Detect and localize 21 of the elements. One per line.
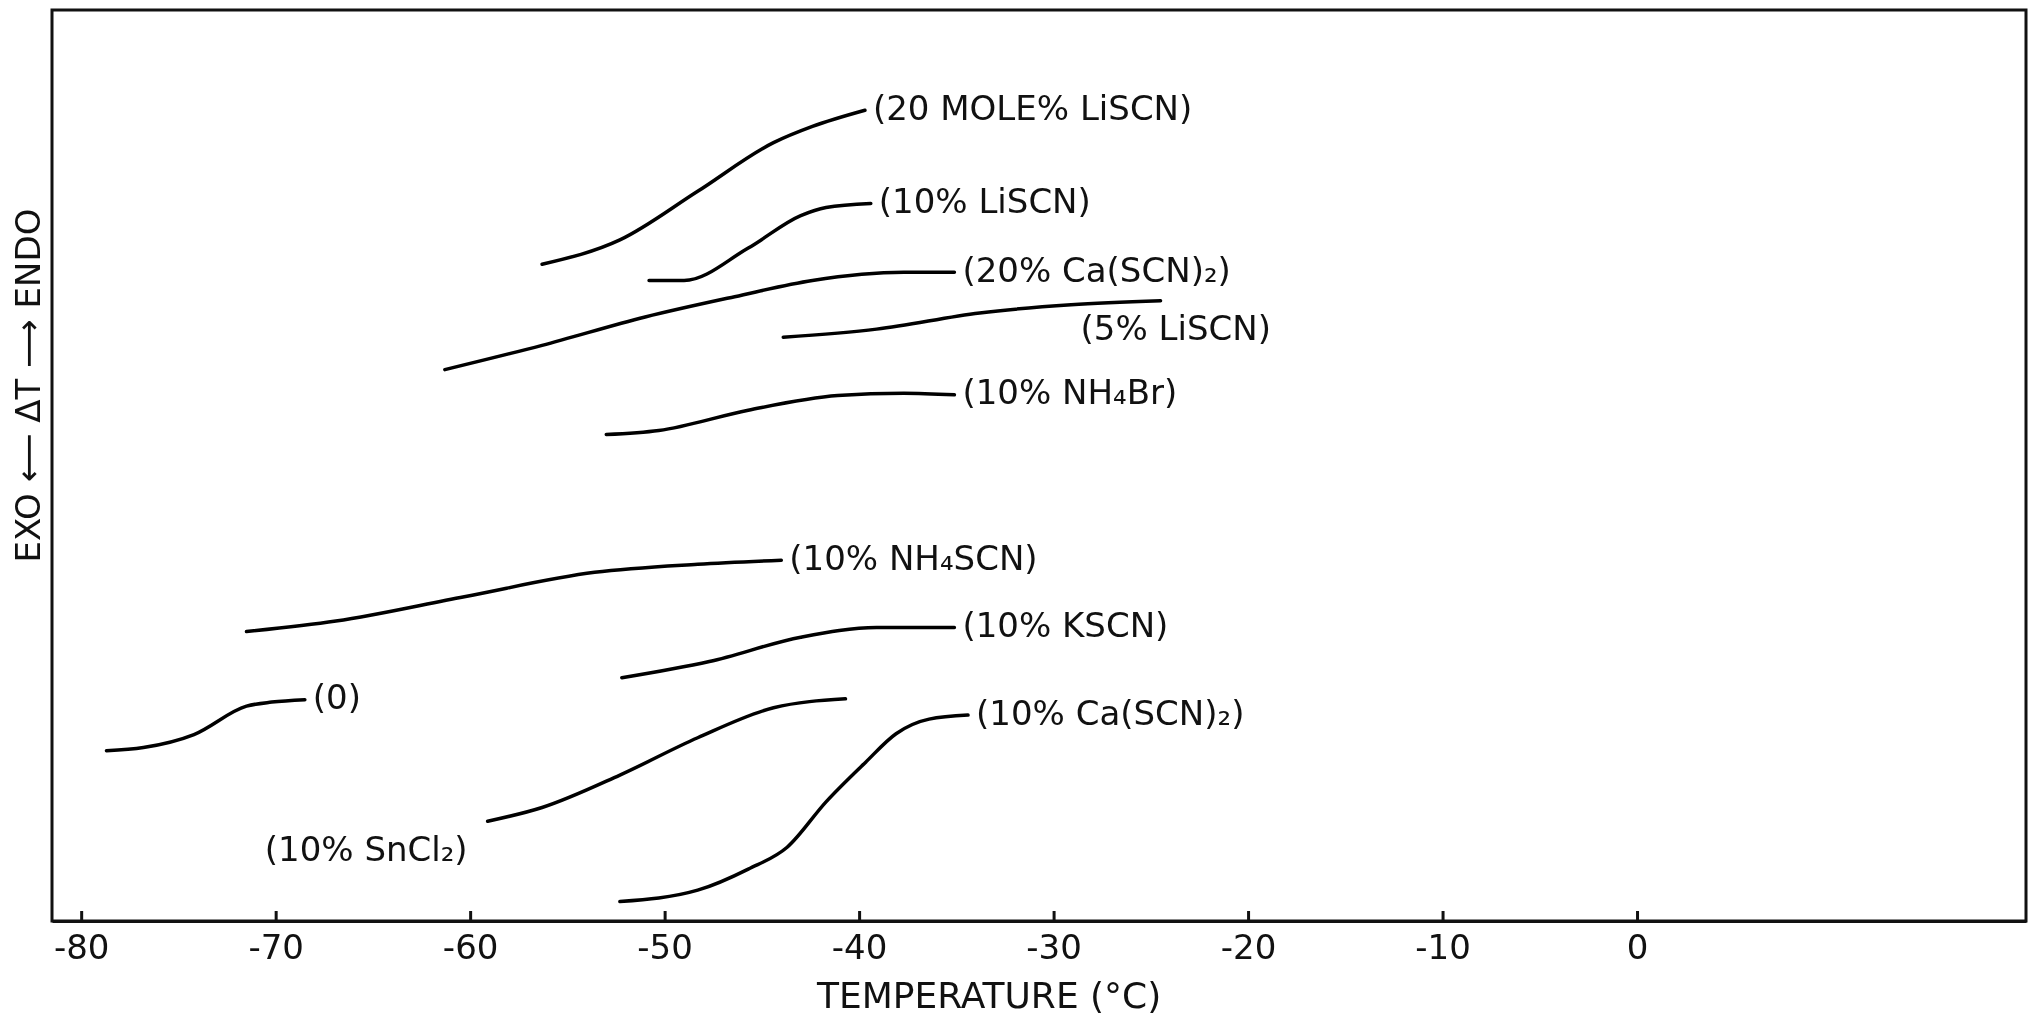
x-axis-title: TEMPERATURE (°C) — [815, 975, 1162, 1016]
x-tick-label: -40 — [831, 927, 888, 968]
series-label: (10% KSCN) — [962, 604, 1169, 645]
x-tick-label: 0 — [1626, 927, 1649, 968]
x-tick-label: -30 — [1026, 927, 1082, 968]
series-label: (10% LiSCN) — [878, 180, 1091, 221]
series-label: (20% Ca(SCN)₂) — [962, 249, 1231, 290]
x-tick-label: -70 — [248, 927, 304, 968]
series-label: (5% LiSCN) — [1080, 308, 1271, 349]
series-label: (20 MOLE% LiSCN) — [872, 87, 1193, 128]
series-label: (10% NH₄Br) — [962, 372, 1178, 413]
x-tick-label: -80 — [53, 927, 110, 968]
x-tick-label: -10 — [1415, 927, 1471, 968]
series-label: (10% NH₄SCN) — [789, 537, 1038, 578]
y-axis-title: EXO ⟵ ΔT ⟶ ENDO — [8, 208, 48, 563]
series-label: (10% SnCl₂) — [264, 828, 468, 869]
series-label: (0) — [312, 677, 361, 718]
x-tick-label: -50 — [637, 927, 693, 968]
x-tick-label: -20 — [1220, 927, 1277, 968]
x-tick-label: -60 — [442, 927, 499, 968]
series-label: (10% Ca(SCN)₂) — [976, 692, 1245, 733]
